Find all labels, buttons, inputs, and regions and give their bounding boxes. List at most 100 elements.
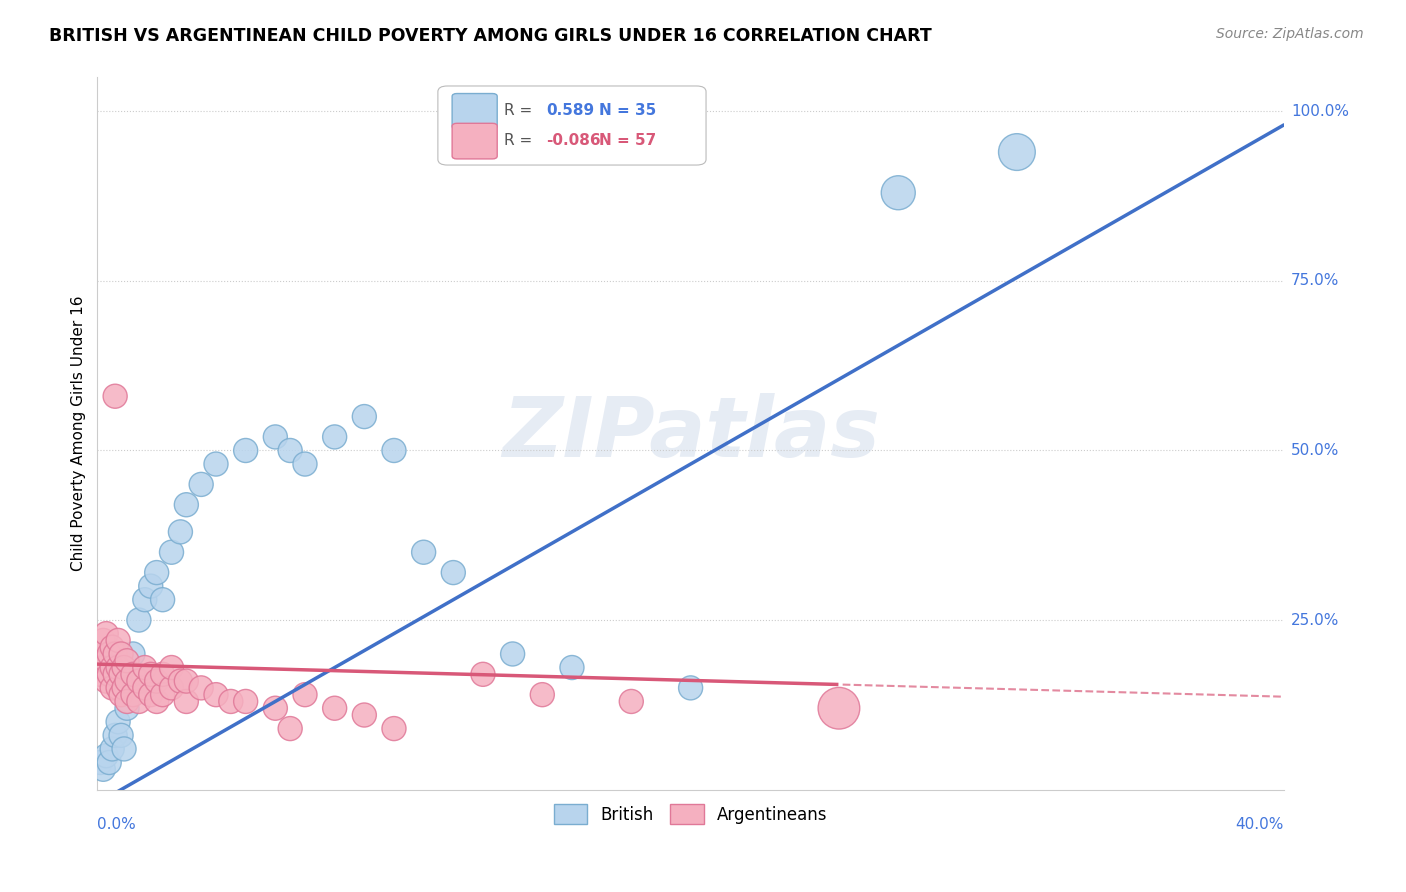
FancyBboxPatch shape <box>453 94 498 129</box>
Point <box>134 660 156 674</box>
Point <box>104 647 127 661</box>
Point <box>122 647 145 661</box>
Point <box>112 742 135 756</box>
Point <box>219 694 242 708</box>
Point <box>96 626 118 640</box>
Text: 40.0%: 40.0% <box>1236 817 1284 832</box>
Point <box>145 674 167 689</box>
Point <box>176 694 198 708</box>
Point <box>323 430 346 444</box>
Point <box>96 748 118 763</box>
Point <box>152 592 174 607</box>
Point <box>235 443 257 458</box>
Point <box>115 674 138 689</box>
Point <box>190 477 212 491</box>
Point <box>205 457 228 471</box>
Point <box>139 688 162 702</box>
Text: 0.589: 0.589 <box>546 103 593 118</box>
FancyBboxPatch shape <box>437 86 706 165</box>
Text: BRITISH VS ARGENTINEAN CHILD POVERTY AMONG GIRLS UNDER 16 CORRELATION CHART: BRITISH VS ARGENTINEAN CHILD POVERTY AMO… <box>49 27 932 45</box>
Point <box>101 640 124 655</box>
Point <box>160 545 183 559</box>
Point <box>101 681 124 695</box>
Point <box>101 660 124 674</box>
Point <box>115 654 138 668</box>
Point <box>412 545 434 559</box>
Point <box>145 694 167 708</box>
Text: N = 35: N = 35 <box>599 103 657 118</box>
Point <box>264 430 287 444</box>
Text: Source: ZipAtlas.com: Source: ZipAtlas.com <box>1216 27 1364 41</box>
Point <box>107 681 129 695</box>
Point <box>139 667 162 681</box>
Point <box>139 579 162 593</box>
Point <box>176 674 198 689</box>
Point <box>107 633 129 648</box>
Point <box>169 524 191 539</box>
Point <box>128 694 150 708</box>
Point <box>107 714 129 729</box>
Text: 100.0%: 100.0% <box>1291 103 1348 119</box>
Text: 50.0%: 50.0% <box>1291 443 1339 458</box>
Point <box>152 667 174 681</box>
Point <box>110 728 132 742</box>
Point <box>176 498 198 512</box>
Point <box>531 688 554 702</box>
Text: 0.0%: 0.0% <box>97 817 136 832</box>
Point <box>89 647 111 661</box>
Point <box>91 762 114 776</box>
Point <box>96 654 118 668</box>
Point <box>190 681 212 695</box>
Point <box>112 660 135 674</box>
Point <box>1005 145 1028 159</box>
Text: 25.0%: 25.0% <box>1291 613 1339 628</box>
Point <box>353 409 375 424</box>
Point <box>98 647 121 661</box>
Point <box>887 186 910 200</box>
Point <box>620 694 643 708</box>
Point <box>382 443 405 458</box>
Point <box>101 742 124 756</box>
Point <box>104 728 127 742</box>
Point <box>89 667 111 681</box>
Point <box>128 674 150 689</box>
Point <box>561 660 583 674</box>
Point <box>98 756 121 770</box>
Point <box>134 592 156 607</box>
Y-axis label: Child Poverty Among Girls Under 16: Child Poverty Among Girls Under 16 <box>72 296 86 571</box>
Point <box>278 722 301 736</box>
Text: R =: R = <box>505 103 533 118</box>
Point <box>112 681 135 695</box>
Point <box>264 701 287 715</box>
Point <box>353 708 375 723</box>
FancyBboxPatch shape <box>453 123 498 159</box>
Point <box>128 613 150 627</box>
Text: ZIPatlas: ZIPatlas <box>502 393 880 474</box>
Point <box>91 660 114 674</box>
Point <box>160 660 183 674</box>
Point <box>110 667 132 681</box>
Text: N = 57: N = 57 <box>599 133 657 148</box>
Point <box>96 674 118 689</box>
Point <box>294 457 316 471</box>
Point <box>122 667 145 681</box>
Point <box>91 633 114 648</box>
Point <box>828 701 851 715</box>
Point <box>145 566 167 580</box>
Point <box>115 701 138 715</box>
Point <box>169 674 191 689</box>
Point <box>89 756 111 770</box>
Point <box>323 701 346 715</box>
Text: R =: R = <box>505 133 533 148</box>
Point <box>110 647 132 661</box>
Point <box>235 694 257 708</box>
Point <box>382 722 405 736</box>
Point <box>122 688 145 702</box>
Legend: British, Argentineans: British, Argentineans <box>547 797 834 831</box>
Point <box>160 681 183 695</box>
Text: -0.086: -0.086 <box>546 133 600 148</box>
Point <box>294 688 316 702</box>
Point <box>152 688 174 702</box>
Point <box>679 681 702 695</box>
Point <box>104 389 127 403</box>
